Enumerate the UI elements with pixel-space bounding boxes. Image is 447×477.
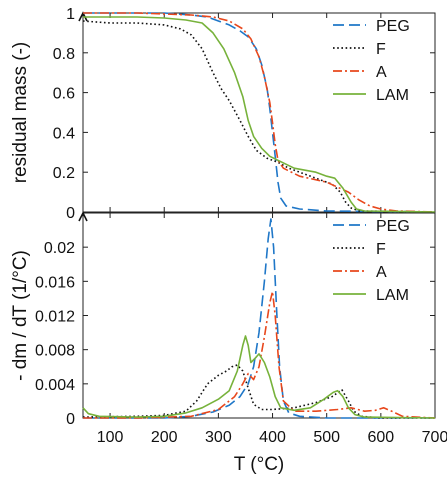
legend-label-peg: PEG — [376, 218, 410, 235]
plot-frame-1 — [82, 12, 436, 213]
y-tick-label: 0 — [66, 411, 75, 428]
y-tick-label: 1 — [66, 6, 75, 23]
y-tick-label: 0.012 — [35, 309, 75, 326]
legend-label-f: F — [376, 41, 386, 58]
x-tick-label: 400 — [259, 429, 286, 446]
legend-label-peg: PEG — [376, 18, 410, 35]
y-axis-label: residual mass (-) — [10, 42, 31, 183]
x-tick-label: 200 — [151, 429, 178, 446]
series-line-f — [82, 364, 435, 419]
x-tick-label: 600 — [367, 429, 394, 446]
y-tick-label: 0.004 — [35, 377, 75, 394]
legend-label-f: F — [376, 241, 386, 258]
series-line-a — [83, 290, 436, 419]
y-tick-label: 0.4 — [53, 125, 75, 142]
x-tick-label: 300 — [205, 429, 232, 446]
series-line-f — [82, 20, 436, 213]
y-tick-label: 0 — [66, 205, 75, 222]
x-tick-label: 500 — [313, 429, 340, 446]
y-tick-label: 0.008 — [35, 343, 75, 360]
y-tick-label: 0.2 — [53, 165, 75, 182]
y-tick-label: 0.02 — [44, 240, 75, 257]
x-tick-label: 700 — [422, 429, 447, 446]
series-line-peg — [83, 218, 435, 419]
series-line-lam — [82, 335, 436, 419]
legend-label-a: A — [376, 264, 387, 281]
series-line-a — [83, 12, 436, 213]
y-tick-label: 0.016 — [35, 274, 75, 291]
y-tick-label: 0.8 — [53, 46, 75, 63]
legend-label-lam: LAM — [376, 287, 409, 304]
legend-label-a: A — [376, 64, 387, 81]
legend-label-lam: LAM — [376, 87, 409, 104]
x-axis-label: T (°C) — [234, 454, 285, 475]
y-tick-label: 0.6 — [53, 86, 75, 103]
y-axis-arrow — [78, 211, 88, 222]
x-tick-label: 100 — [97, 429, 124, 446]
y-axis-label: - dm / dT (1/°C) — [10, 250, 31, 381]
series-line-lam — [83, 16, 436, 213]
